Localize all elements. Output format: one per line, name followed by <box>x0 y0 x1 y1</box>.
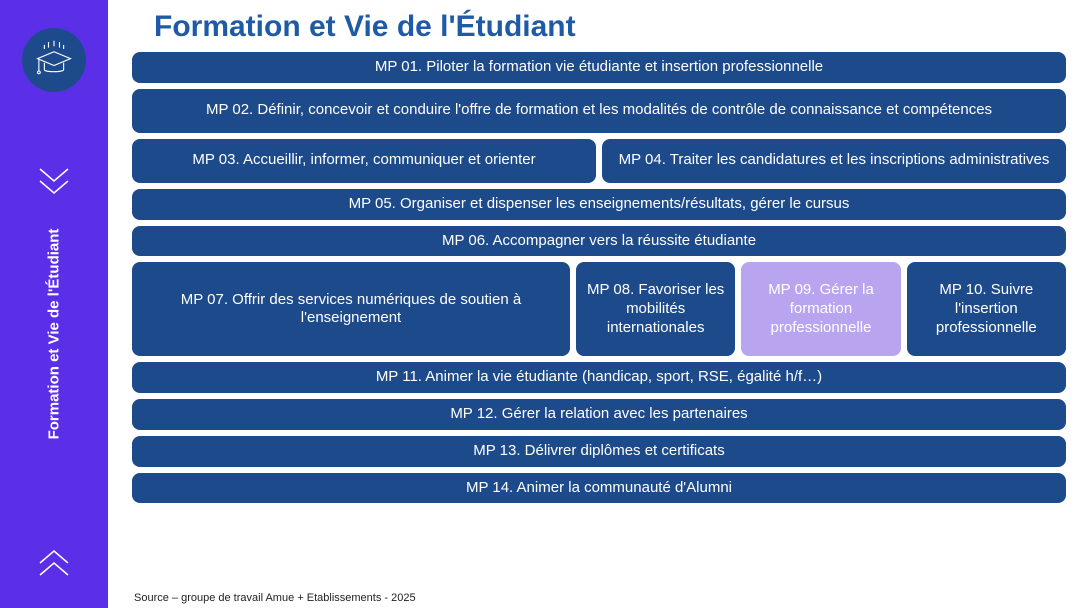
box-mp06[interactable]: MP 06. Accompagner vers la réussite étud… <box>132 226 1066 257</box>
chevron-up-icon[interactable] <box>37 542 71 578</box>
box-mp07[interactable]: MP 07. Offrir des services numériques de… <box>132 262 570 356</box>
graduation-cap-icon <box>22 28 86 92</box>
process-grid: MP 01. Piloter la formation vie étudiant… <box>132 52 1066 588</box>
box-mp05[interactable]: MP 05. Organiser et dispenser les enseig… <box>132 189 1066 220</box>
box-mp12[interactable]: MP 12. Gérer la relation avec les parten… <box>132 399 1066 430</box>
box-mp01[interactable]: MP 01. Piloter la formation vie étudiant… <box>132 52 1066 83</box>
box-mp09[interactable]: MP 09. Gérer la formation professionnell… <box>741 262 900 356</box>
main-content: Formation et Vie de l'Étudiant MP 01. Pi… <box>108 0 1080 608</box>
box-mp11[interactable]: MP 11. Animer la vie étudiante (handicap… <box>132 362 1066 393</box>
box-mp02[interactable]: MP 02. Définir, concevoir et conduire l'… <box>132 89 1066 133</box>
box-mp03[interactable]: MP 03. Accueillir, informer, communiquer… <box>132 139 596 183</box>
sidebar-label: Formation et Vie de l'Étudiant <box>46 229 63 440</box>
sidebar: Formation et Vie de l'Étudiant <box>0 0 108 608</box>
chevron-down-icon[interactable] <box>37 166 71 202</box>
box-mp14[interactable]: MP 14. Animer la communauté d'Alumni <box>132 473 1066 504</box>
page-title: Formation et Vie de l'Étudiant <box>154 10 1066 44</box>
page: Formation et Vie de l'Étudiant Formation… <box>0 0 1080 608</box>
box-mp13[interactable]: MP 13. Délivrer diplômes et certificats <box>132 436 1066 467</box>
box-mp04[interactable]: MP 04. Traiter les candidatures et les i… <box>602 139 1066 183</box>
box-mp08[interactable]: MP 08. Favoriser les mobilités internati… <box>576 262 735 356</box>
box-mp10[interactable]: MP 10. Suivre l'insertion professionnell… <box>907 262 1066 356</box>
footer-source: Source – groupe de travail Amue + Etabli… <box>134 592 1066 604</box>
